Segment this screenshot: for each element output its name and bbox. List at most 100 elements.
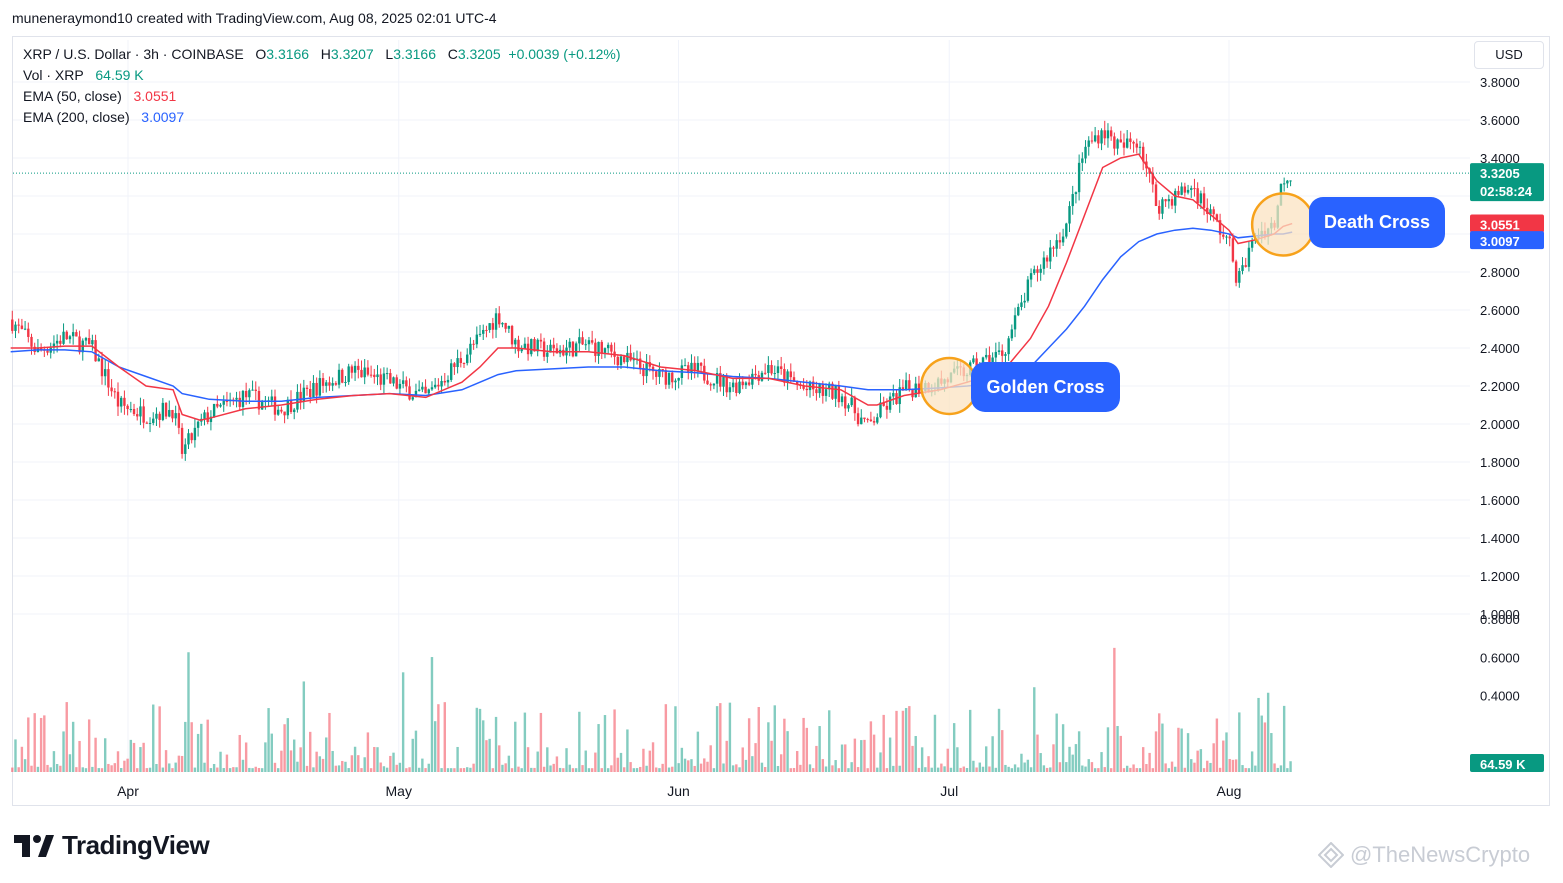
candle-body: [360, 369, 363, 378]
volume-bar: [847, 768, 850, 772]
candle-body: [709, 384, 712, 386]
volume-bar: [597, 724, 600, 772]
volume-bar: [68, 754, 72, 772]
last-price-tag-bg: [1470, 163, 1544, 202]
volume-bar: [190, 722, 193, 772]
volume-bar: [1273, 763, 1276, 772]
volume-bar: [642, 748, 645, 772]
volume-bar: [75, 767, 78, 772]
candle-body: [459, 358, 463, 363]
candle-body: [1141, 146, 1145, 162]
candle-body: [1228, 236, 1231, 239]
price-tick-label: 1.8000: [1480, 455, 1520, 470]
volume-bar: [344, 761, 347, 772]
volume-bar: [747, 718, 751, 772]
candle-body: [379, 374, 382, 385]
candle-body: [530, 339, 533, 355]
candle-body: [168, 409, 171, 417]
candle-body: [244, 390, 248, 398]
volume-bar: [651, 742, 655, 772]
volume-bar: [168, 763, 171, 772]
volume-bar: [972, 760, 975, 772]
candle-body: [1090, 140, 1094, 142]
candle-body: [767, 365, 770, 373]
volume-bar: [699, 763, 703, 772]
volume-bar: [139, 747, 142, 772]
volume-bar: [459, 768, 463, 772]
candle-body: [687, 365, 690, 373]
volume-bar: [991, 736, 994, 772]
candle-body: [706, 380, 709, 385]
volume-bar: [78, 740, 81, 772]
watermark: @TheNewsCrypto: [1318, 842, 1530, 868]
candle-body: [533, 339, 536, 352]
time-tick-label: Aug: [1217, 783, 1242, 799]
candle-body: [389, 373, 392, 384]
volume-bar: [779, 754, 783, 772]
candle-body: [248, 390, 251, 398]
volume-bar: [302, 681, 306, 772]
volume-bar: [421, 758, 424, 772]
candle-body: [46, 350, 49, 353]
candle-body: [501, 322, 504, 325]
candle-body: [75, 332, 78, 337]
candle-body: [408, 386, 411, 400]
volume-bar: [514, 721, 517, 772]
volume-bar: [1042, 765, 1046, 772]
volume-bar: [1161, 723, 1164, 772]
candle-body: [158, 413, 161, 420]
volume-bar: [600, 768, 603, 772]
volume-bar: [405, 768, 408, 772]
volume-bar: [885, 768, 889, 772]
volume-bar: [818, 726, 821, 772]
volume-bar: [696, 731, 700, 772]
volume-bar: [1164, 763, 1167, 772]
candle-body: [719, 372, 722, 387]
candle-body: [882, 402, 885, 406]
legend-change: +0.0039 (+0.12%): [508, 46, 621, 62]
death-cross-label: Death Cross: [1309, 197, 1445, 248]
candle-body: [1209, 209, 1212, 214]
volume-bar: [430, 657, 434, 772]
volume-bar: [472, 763, 475, 772]
volume-bar: [196, 733, 200, 772]
candle-body: [1119, 139, 1122, 143]
ema200-tag-text: 3.0097: [1480, 234, 1520, 249]
volume-bar: [478, 708, 482, 772]
volume-tick-label: 0.6000: [1480, 650, 1520, 665]
candle-body: [574, 343, 578, 357]
volume-bar: [49, 767, 52, 772]
volume-bar: [347, 768, 350, 772]
volume-bar: [968, 709, 972, 772]
volume-bar: [1196, 750, 1199, 772]
volume-bar: [1286, 768, 1289, 772]
volume-bar: [876, 767, 879, 772]
candle-body: [212, 403, 216, 417]
volume-bar: [719, 703, 722, 772]
currency-button[interactable]: USD: [1474, 41, 1544, 69]
volume-bar: [110, 765, 113, 772]
candle-body: [385, 373, 389, 375]
candle-body: [299, 391, 302, 402]
volume-bar: [639, 766, 642, 772]
volume-bar: [869, 721, 873, 772]
candle-body: [1081, 158, 1084, 163]
volume-bar: [62, 731, 65, 772]
volume-bar: [270, 733, 273, 772]
volume-bar: [357, 755, 360, 772]
candle-body: [1097, 135, 1100, 144]
legend-ema200-row: EMA (200, close) 3.0097: [23, 107, 621, 128]
volume-bar: [828, 710, 831, 772]
candle-body: [209, 416, 213, 423]
candle-body: [728, 387, 732, 393]
candle-body: [52, 343, 56, 348]
volume-bar: [353, 746, 357, 772]
volume-bar: [1061, 724, 1065, 772]
volume-bar: [1013, 764, 1017, 772]
candle-body: [818, 384, 821, 394]
candle-body: [369, 374, 373, 376]
candle-body: [216, 403, 219, 407]
volume-bar: [1023, 762, 1026, 772]
volume-bar: [469, 767, 472, 772]
